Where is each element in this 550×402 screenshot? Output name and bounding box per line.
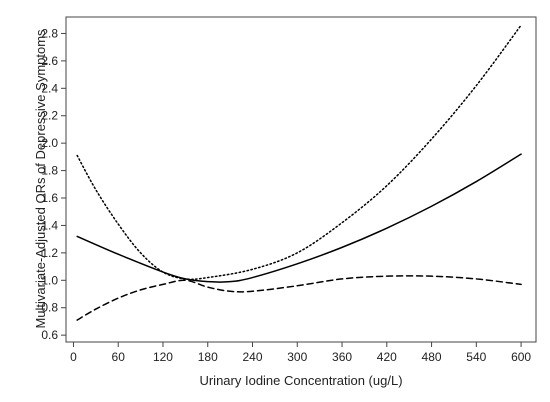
y-axis: 0.6 0.8 1.0 1.2 1.4 1.6 1.8 2.0 2.2 2.4 2.6 2.8	[41, 26, 66, 342]
y-tick-label: 2.6	[41, 54, 58, 68]
x-axis-title: Urinary Iodine Concentration (ug/L)	[199, 373, 402, 388]
y-tick-label: 1.6	[41, 191, 58, 205]
x-tick-label: 480	[422, 350, 442, 364]
x-axis: 0 60 120 180 240 300 360 420 480 540 600	[70, 342, 531, 364]
y-tick-label: 0.8	[41, 301, 58, 315]
y-tick-label: 1.8	[41, 164, 58, 178]
x-tick-label: 300	[287, 350, 307, 364]
x-tick-label: 360	[332, 350, 352, 364]
y-tick-label: 2.0	[41, 136, 58, 150]
series-layer	[76, 24, 522, 321]
plot-frame	[65, 16, 537, 343]
series-line-solid	[76, 153, 522, 283]
x-tick-label: 120	[153, 350, 173, 364]
x-tick-label: 180	[198, 350, 218, 364]
x-tick-label: 0	[70, 350, 77, 364]
x-tick-label: 540	[466, 350, 486, 364]
x-tick-label: 600	[511, 350, 531, 364]
y-tick-label: 1.0	[41, 273, 58, 287]
y-tick-label: 1.4	[41, 218, 58, 232]
y-tick-label: 2.2	[41, 109, 58, 123]
x-tick-label: 420	[377, 350, 397, 364]
x-tick-label: 240	[242, 350, 262, 364]
y-tick-label: 2.4	[41, 81, 58, 95]
x-tick-label: 60	[112, 350, 126, 364]
series-line-dashed	[76, 275, 522, 321]
y-tick-label: 2.8	[41, 26, 58, 40]
y-tick-label: 1.2	[41, 246, 58, 260]
y-axis-title: Multivariate-Adjusted ORs of Depressive …	[33, 29, 48, 329]
series-line-dotted	[76, 24, 522, 281]
y-tick-label: 0.6	[41, 328, 58, 342]
